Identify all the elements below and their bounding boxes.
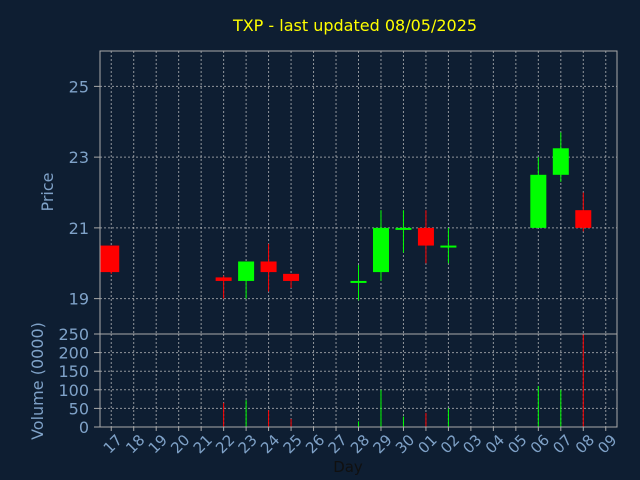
volume-axis-label: Volume (0000) bbox=[28, 322, 47, 440]
volume-tick-label: 0 bbox=[79, 418, 89, 437]
price-candles bbox=[100, 132, 592, 301]
candle-body bbox=[395, 227, 412, 230]
candle-body bbox=[575, 210, 592, 228]
candle-body bbox=[530, 174, 547, 228]
volume-tick-label: 50 bbox=[69, 399, 89, 418]
candle-body bbox=[283, 273, 300, 281]
candle-body bbox=[100, 245, 120, 273]
price-axis-label: Price bbox=[38, 172, 57, 211]
price-tick-label: 25 bbox=[69, 77, 89, 96]
volume-tick-label: 250 bbox=[58, 325, 89, 344]
candle-body bbox=[417, 227, 434, 246]
price-tick-label: 23 bbox=[69, 148, 89, 167]
candle-body bbox=[260, 261, 277, 273]
price-axis: 19 21 23 25 bbox=[69, 77, 100, 309]
price-tick-label: 19 bbox=[69, 290, 89, 309]
candle-body bbox=[372, 227, 389, 273]
price-tick-label: 21 bbox=[69, 219, 89, 238]
x-axis-label: Day bbox=[333, 458, 363, 476]
candle-body bbox=[238, 261, 255, 281]
candle-body bbox=[440, 245, 457, 248]
candle-body bbox=[215, 277, 232, 281]
volume-tick-label: 150 bbox=[58, 362, 89, 381]
volume-bars bbox=[223, 334, 584, 427]
chart-title: TXP - last updated 08/05/2025 bbox=[232, 16, 477, 35]
candle-body bbox=[552, 148, 569, 175]
candle-body bbox=[350, 280, 367, 283]
volume-tick-label: 200 bbox=[58, 344, 89, 363]
volume-tick-label: 100 bbox=[58, 381, 89, 400]
